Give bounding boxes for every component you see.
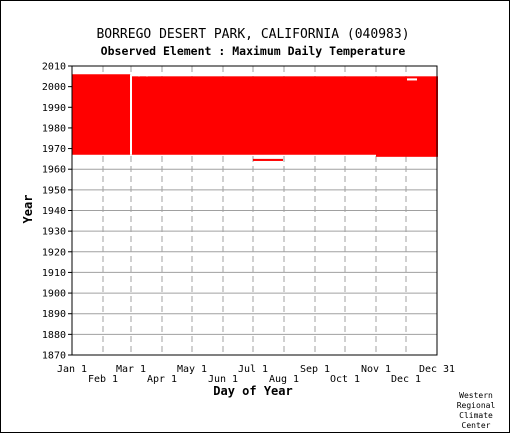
- x-tick-label: Sep 1: [300, 364, 330, 375]
- y-tick-label: 1880: [42, 330, 66, 341]
- y-tick-label: 1960: [42, 165, 66, 176]
- y-tick-label: 1870: [42, 351, 66, 362]
- x-tick-label: Jul 1: [238, 364, 268, 375]
- y-tick-label: 1980: [42, 123, 66, 134]
- x-tick-label: Feb 1: [88, 374, 118, 385]
- credit-line-4: Center: [462, 421, 491, 430]
- chart-subtitle: Observed Element : Maximum Daily Tempera…: [101, 44, 406, 58]
- x-axis-label: Day of Year: [213, 384, 292, 398]
- y-tick-label: 1890: [42, 309, 66, 320]
- x-tick-label: Nov 1: [361, 364, 391, 375]
- x-tick-label: Aug 1: [269, 374, 299, 385]
- y-tick-label: 1910: [42, 268, 66, 279]
- credit-line-3: Climate: [459, 411, 493, 420]
- y-tick-label: 1970: [42, 144, 66, 155]
- y-tick-label: 2010: [42, 62, 66, 73]
- data-gap: [130, 74, 132, 155]
- chart-title: BORREGO DESERT PARK, CALIFORNIA (040983): [96, 27, 409, 42]
- y-axis-label: Year: [21, 195, 35, 224]
- y-tick-label: 1940: [42, 206, 66, 217]
- credit-line-2: Regional: [457, 401, 496, 410]
- x-tick-label: Dec 1: [391, 374, 421, 385]
- y-tick-label: 2000: [42, 82, 66, 93]
- x-tick-label: Apr 1: [147, 374, 177, 385]
- x-tick-label: Jan 1: [57, 364, 87, 375]
- coverage-bar: [253, 158, 283, 161]
- data-gap: [138, 74, 140, 77]
- y-tick-label: 1990: [42, 103, 66, 114]
- coverage-bar: [131, 76, 376, 155]
- x-tick-label: May 1: [177, 364, 207, 375]
- coverage-bar: [376, 76, 438, 157]
- y-tick-label: 1950: [42, 185, 66, 196]
- wrcc-credit: Western Regional Climate Center: [457, 391, 496, 430]
- x-tick-label: Jun 1: [208, 374, 238, 385]
- coverage-bar: [72, 74, 131, 155]
- y-tick-label: 1920: [42, 247, 66, 258]
- x-tick-label: Oct 1: [330, 374, 360, 385]
- y-tick-label: 1930: [42, 227, 66, 238]
- plot-area: 1870 1880 1890 1900 1910 1920 1930 1940 1950 1960…: [42, 62, 455, 386]
- credit-line-1: Western: [459, 391, 493, 400]
- data-gap: [407, 78, 417, 81]
- y-tick-label: 1900: [42, 289, 66, 300]
- x-tick-label: Dec 31: [419, 364, 455, 375]
- x-tick-label: Mar 1: [116, 364, 146, 375]
- data-gap: [146, 74, 148, 77]
